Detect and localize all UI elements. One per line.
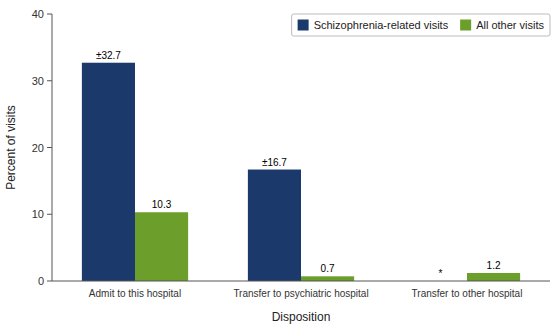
y-tick bbox=[47, 214, 52, 215]
bar bbox=[301, 276, 354, 281]
x-tick-label: Transfer to psychiatric hospital bbox=[233, 288, 368, 299]
data-label: 0.7 bbox=[321, 263, 335, 274]
y-tick-label: 10 bbox=[32, 208, 44, 220]
y-tick-label: 40 bbox=[32, 8, 44, 20]
y-axis-line bbox=[52, 14, 53, 281]
y-tick-label: 30 bbox=[32, 75, 44, 87]
y-tick bbox=[47, 281, 52, 282]
legend-swatch bbox=[460, 20, 471, 31]
legend-box bbox=[292, 14, 550, 36]
legend-label: All other visits bbox=[476, 19, 544, 31]
data-label: 1.2 bbox=[487, 260, 501, 271]
x-axis-title: Disposition bbox=[272, 310, 331, 324]
legend-label: Schizophrenia-related visits bbox=[314, 19, 449, 31]
data-label: 10.3 bbox=[152, 199, 172, 210]
bar bbox=[467, 273, 520, 281]
data-label: ±32.7 bbox=[96, 50, 121, 61]
x-tick-label: Admit to this hospital bbox=[89, 288, 181, 299]
bar bbox=[82, 63, 135, 281]
chart-svg: 0 10 20 30 40 ±32.7 ±16.7 * 10.3 0.7 1.2 Admit to t… bbox=[0, 0, 560, 333]
y-tick bbox=[47, 80, 52, 81]
data-label: ±16.7 bbox=[262, 157, 287, 168]
y-tick bbox=[47, 14, 52, 15]
legend-swatch bbox=[298, 20, 309, 31]
x-axis-line bbox=[52, 281, 550, 282]
chart-container: 0 10 20 30 40 ±32.7 ±16.7 * 10.3 0.7 1.2 Admit to t… bbox=[0, 0, 560, 333]
y-tick bbox=[47, 147, 52, 148]
legend: Schizophrenia-related visits All other vi… bbox=[292, 14, 550, 36]
x-tick-label: Transfer to other hospital bbox=[412, 288, 523, 299]
bar bbox=[135, 212, 188, 281]
bar bbox=[248, 170, 301, 281]
bars bbox=[82, 63, 520, 281]
data-label: * bbox=[438, 268, 442, 279]
y-tick-label: 20 bbox=[32, 142, 44, 154]
y-axis-title: Percent of visits bbox=[4, 105, 18, 190]
y-tick-label: 0 bbox=[38, 275, 44, 287]
